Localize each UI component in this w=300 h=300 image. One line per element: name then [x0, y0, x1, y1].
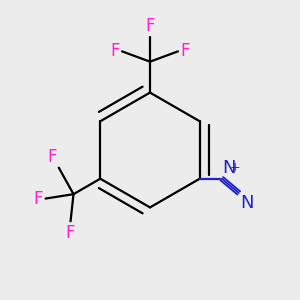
- Text: N: N: [240, 194, 253, 212]
- Text: F: F: [110, 42, 120, 60]
- Text: F: F: [48, 148, 57, 166]
- Text: +: +: [230, 161, 240, 174]
- Text: F: F: [145, 17, 155, 35]
- Text: F: F: [66, 224, 75, 242]
- Text: N: N: [222, 159, 236, 177]
- Text: F: F: [180, 42, 190, 60]
- Text: F: F: [34, 190, 43, 208]
